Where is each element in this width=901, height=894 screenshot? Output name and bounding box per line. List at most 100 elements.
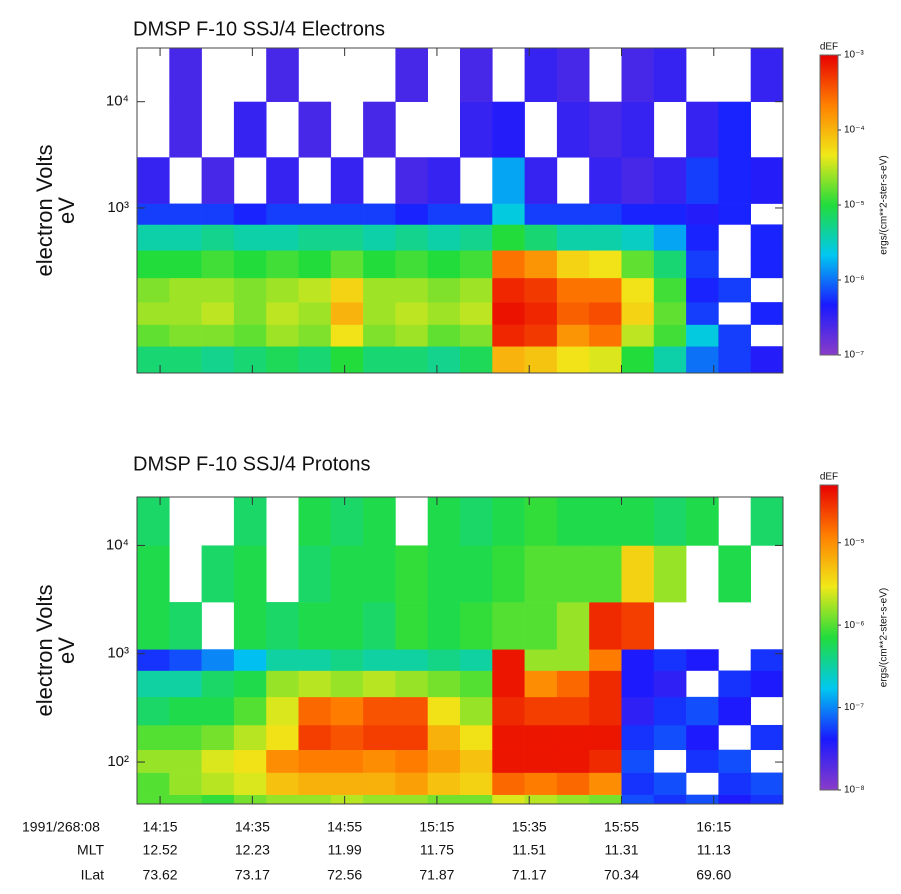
heatmap-cell	[556, 324, 590, 347]
heatmap-cell	[621, 724, 655, 751]
heatmap-cell	[266, 250, 299, 279]
heatmap-cell	[395, 157, 428, 204]
heatmap-cell	[556, 724, 590, 751]
heatmap-cell	[395, 696, 428, 726]
heatmap-cell	[589, 250, 622, 279]
heatmap-cell	[686, 277, 719, 303]
heatmap-cell	[298, 696, 332, 726]
heatmap-cell	[556, 302, 590, 325]
x-row-value: 69.60	[696, 867, 731, 883]
heatmap-cell	[750, 794, 784, 805]
x-row-value: 12.52	[143, 842, 178, 858]
heatmap-cell	[169, 48, 202, 102]
heatmap-cell	[718, 772, 751, 795]
heatmap-cell	[621, 157, 655, 204]
heatmap-cell	[330, 749, 364, 773]
colorbar-tick-label: 10⁻⁷	[844, 702, 864, 713]
heatmap-cell	[427, 497, 461, 546]
heatmap-cell	[589, 346, 622, 374]
heatmap-cell	[266, 696, 299, 726]
y-tick-label: 10⁴	[106, 93, 129, 110]
heatmap-cell	[395, 224, 428, 251]
heatmap-cell	[589, 649, 622, 671]
colorbar-tick-label: 10⁻³	[844, 50, 864, 61]
heatmap-cell	[492, 772, 525, 795]
heatmap-cell	[653, 250, 687, 279]
heatmap-cell	[233, 749, 267, 773]
heatmap-cell	[460, 302, 493, 325]
heatmap-cell	[653, 649, 687, 671]
colorbar-tick-label: 10⁻⁵	[844, 200, 865, 211]
x-row-value: 11.13	[697, 842, 731, 858]
heatmap-cell	[298, 277, 332, 303]
heatmap-cell	[686, 324, 719, 347]
heatmap-cell	[460, 649, 493, 671]
heatmap-cell	[363, 302, 396, 325]
heatmap-cell	[427, 346, 461, 374]
heatmap-cell	[718, 696, 751, 726]
heatmap-cell	[653, 157, 687, 204]
heatmap-cell	[266, 277, 299, 303]
heatmap-cell	[750, 649, 784, 671]
heatmap-cell	[621, 224, 655, 251]
heatmap-cell	[589, 277, 622, 303]
heatmap-cell	[137, 324, 170, 347]
plot-frame	[136, 496, 784, 805]
x-row-value: 73.17	[235, 867, 270, 883]
heatmap-cell	[169, 749, 202, 773]
x-row-value: 11.51	[512, 842, 546, 858]
heatmap-cell	[427, 224, 461, 251]
heatmap-cell	[460, 772, 493, 795]
heatmap-cell	[524, 224, 558, 251]
heatmap-cell	[750, 772, 784, 795]
colorbar-tick-label: 10⁻⁵	[844, 537, 865, 548]
heatmap-cell	[233, 649, 267, 671]
colorbar-tick-label: 10⁻⁸	[844, 785, 865, 796]
heatmap-cell	[427, 602, 461, 650]
heatmap-cell	[137, 346, 170, 374]
heatmap-cell	[169, 602, 202, 650]
heatmap-cell	[589, 602, 622, 650]
heatmap-cell	[621, 749, 655, 773]
heatmap-cell	[233, 250, 267, 279]
heatmap-cell	[750, 302, 784, 325]
x-row-value: 72.56	[327, 867, 362, 883]
x-axis-label: 1991/268:08	[22, 819, 100, 835]
heatmap-cell	[266, 772, 299, 795]
heatmap-cell	[266, 224, 299, 251]
heatmap-cell	[137, 649, 170, 671]
heatmap-cell	[589, 749, 622, 773]
heatmap-cell	[330, 545, 364, 603]
heatmap-cell	[621, 324, 655, 347]
colorbar-tick-label: 10⁻⁷	[844, 350, 864, 361]
heatmap-cell	[266, 203, 299, 225]
heatmap-cell	[298, 224, 332, 251]
heatmap-cell	[621, 696, 655, 726]
heatmap-cell	[589, 324, 622, 347]
heatmap-cell	[137, 157, 170, 204]
x-row-value: 73.62	[143, 867, 178, 883]
heatmap-cell	[395, 302, 428, 325]
heatmap-cell	[460, 749, 493, 773]
heatmap-cell	[621, 670, 655, 698]
heatmap-cell	[298, 545, 332, 603]
heatmap-cell	[750, 48, 784, 102]
heatmap-cell	[718, 346, 751, 374]
heatmap-cell	[169, 250, 202, 279]
heatmap-cell	[686, 794, 719, 805]
heatmap-cell	[330, 250, 364, 279]
chart-title: DMSP F-10 SSJ/4 Protons	[133, 453, 371, 475]
heatmap-cell	[137, 696, 170, 726]
heatmap-cell	[137, 203, 170, 225]
colorbar	[819, 54, 839, 356]
heatmap-cell	[460, 724, 493, 751]
heatmap-cell	[492, 324, 525, 347]
heatmap-cell	[492, 794, 525, 805]
heatmap-cell	[233, 772, 267, 795]
heatmap-cell	[266, 346, 299, 374]
heatmap-cell	[718, 670, 751, 698]
heatmap-cell	[460, 794, 493, 805]
heatmap-cell	[137, 545, 170, 603]
heatmap-cell	[460, 250, 493, 279]
